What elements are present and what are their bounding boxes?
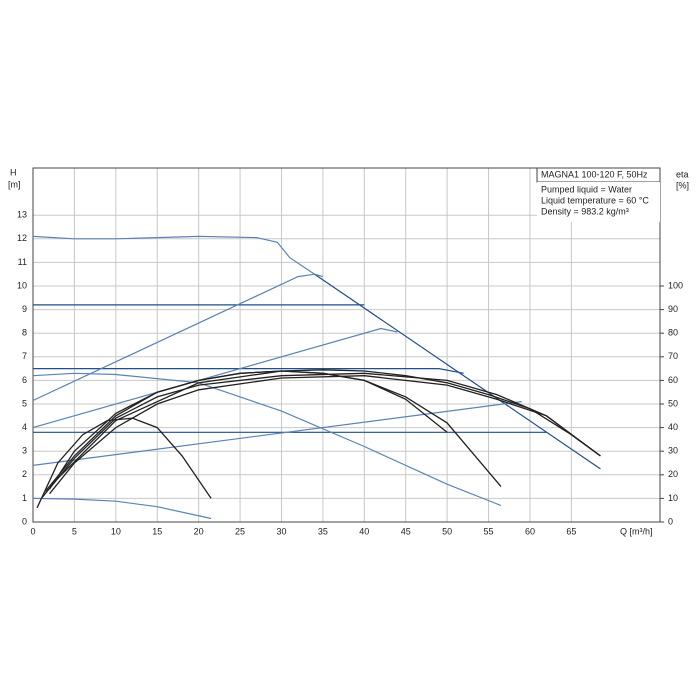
x-tick-label: 20 — [194, 526, 204, 536]
x-axis-label: Q [m³/h] — [620, 526, 653, 536]
y-tick-label: 3 — [22, 446, 27, 456]
curve — [49, 370, 448, 488]
curve — [33, 368, 464, 374]
plot-frame — [32, 167, 661, 523]
y-tick-label: 11 — [18, 257, 27, 267]
y-axis-unit: [m] — [8, 179, 21, 189]
y-tick-label: 10 — [17, 280, 27, 290]
y-tick-label: 2 — [22, 469, 27, 479]
info-line: Pumped liquid = Water — [541, 184, 632, 194]
y2-tick-label: 60 — [668, 375, 678, 385]
x-tick-label: 0 — [30, 526, 35, 536]
x-tick-label: 25 — [235, 526, 245, 536]
y2-axis-label: eta — [676, 169, 689, 179]
y-tick-label: 5 — [22, 398, 27, 408]
curve — [49, 369, 601, 490]
y-tick-label: 4 — [22, 422, 27, 432]
y2-tick-label: 0 — [668, 516, 673, 526]
curve — [32, 327, 398, 429]
y2-tick-label: 20 — [668, 469, 678, 479]
y-axis-label: H — [10, 167, 17, 177]
y-tick-label: 1 — [22, 493, 27, 503]
y-tick-label: 6 — [22, 375, 27, 385]
y2-tick-label: 70 — [668, 351, 678, 361]
y-tick-label: 0 — [22, 516, 27, 526]
y2-tick-label: 100 — [668, 280, 683, 290]
y2-tick-label: 30 — [668, 446, 678, 456]
x-tick-label: 5 — [72, 526, 77, 536]
x-tick-label: 60 — [525, 526, 535, 536]
x-tick-label: 30 — [276, 526, 286, 536]
y2-axis-unit: [%] — [676, 180, 689, 190]
info-title: MAGNA1 100-120 F, 50Hz — [541, 169, 648, 179]
x-tick-label: 65 — [566, 526, 576, 536]
curve — [32, 372, 502, 507]
curve — [32, 497, 212, 520]
x-tick-label: 35 — [318, 526, 328, 536]
y2-tick-label: 10 — [668, 493, 678, 503]
curve — [32, 273, 324, 402]
y2-tick-label: 40 — [668, 422, 678, 432]
y2-tick-label: 80 — [668, 328, 678, 338]
x-tick-label: 50 — [442, 526, 452, 536]
x-tick-label: 55 — [484, 526, 494, 536]
curve — [32, 401, 522, 466]
curve — [49, 375, 601, 495]
y-tick-label: 8 — [22, 328, 27, 338]
x-tick-label: 10 — [111, 526, 121, 536]
x-tick-label: 15 — [152, 526, 162, 536]
y2-tick-label: 90 — [668, 304, 678, 314]
curve — [44, 370, 502, 492]
y-tick-label: 13 — [17, 210, 27, 220]
x-tick-label: 45 — [401, 526, 411, 536]
info-line: Density = 983.2 kg/m³ — [541, 206, 629, 216]
curve — [40, 372, 601, 499]
curve — [36, 417, 212, 509]
y-tick-label: 7 — [22, 351, 27, 361]
info-line: Liquid temperature = 60 °C — [541, 195, 649, 205]
info-box-body — [537, 182, 660, 222]
x-tick-label: 40 — [359, 526, 369, 536]
y-tick-label: 12 — [17, 233, 27, 243]
y-tick-label: 9 — [22, 304, 27, 314]
curve — [32, 235, 315, 275]
y2-tick-label: 50 — [668, 398, 678, 408]
